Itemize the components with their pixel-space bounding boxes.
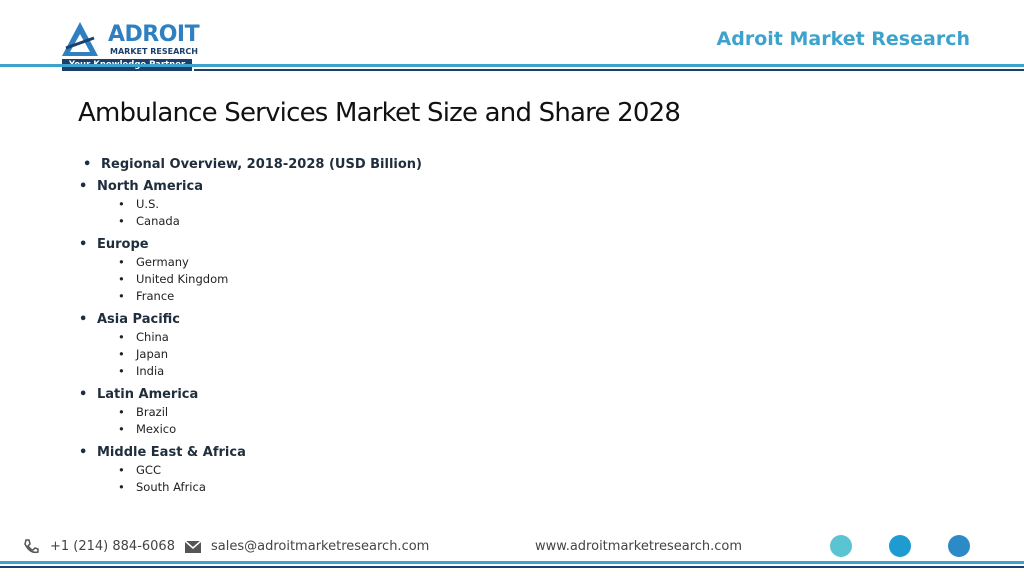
region-item: India: [118, 363, 418, 380]
phone-icon: [24, 539, 39, 554]
region-item: China: [118, 329, 418, 346]
region: North America: [79, 178, 418, 196]
region-item: Brazil: [118, 404, 418, 421]
region: Asia Pacific: [79, 311, 418, 329]
region-item: Canada: [118, 213, 418, 230]
region-item: France: [118, 288, 418, 305]
region-item: South Africa: [118, 479, 418, 496]
region-items: GCCSouth Africa: [118, 462, 418, 496]
email: sales@adroitmarketresearch.com: [211, 539, 430, 554]
region-items: BrazilMexico: [118, 404, 418, 438]
dots: [830, 535, 970, 557]
website: www.adroitmarketresearch.com: [535, 539, 743, 554]
footer: +1 (214) 884-6068 sales@adroitmarketrese…: [0, 528, 1024, 576]
region-item: Germany: [118, 254, 418, 271]
region-items: GermanyUnited KingdomFrance: [118, 254, 418, 305]
region-item: U.S.: [118, 196, 418, 213]
regions: North AmericaU.S.Canada EuropeGermanyUnit…: [79, 178, 418, 496]
region-items: U.S.Canada: [118, 196, 418, 230]
region: Latin America: [79, 386, 418, 404]
phone: +1 (214) 884-6068: [50, 539, 175, 554]
region-items: ChinaJapanIndia: [118, 329, 418, 380]
mail-icon: [184, 540, 202, 553]
region: Europe: [79, 236, 418, 254]
title: Ambulance Services Market Size and Share…: [78, 98, 681, 128]
region-item: Japan: [118, 346, 418, 363]
intro: Regional Overview, 2018-2028 (USD Billio…: [83, 157, 422, 172]
rule: [0, 561, 1024, 564]
logo-name: ADROIT: [108, 22, 200, 47]
region-item: Mexico: [118, 421, 418, 438]
intro-text: Regional Overview, 2018-2028 (USD Billio…: [101, 157, 422, 172]
rule: [0, 64, 1024, 67]
rule: [0, 566, 1024, 568]
region-item: United Kingdom: [118, 271, 418, 288]
logo-icon: [62, 22, 98, 56]
brand: Adroit Market Research: [716, 28, 970, 50]
rule: [194, 69, 1024, 71]
logo-sub: MARKET RESEARCH: [110, 47, 198, 56]
outline: Regional Overview, 2018-2028 (USD Billio…: [79, 157, 422, 496]
region: Middle East & Africa: [79, 444, 418, 462]
region-item: GCC: [118, 462, 418, 479]
